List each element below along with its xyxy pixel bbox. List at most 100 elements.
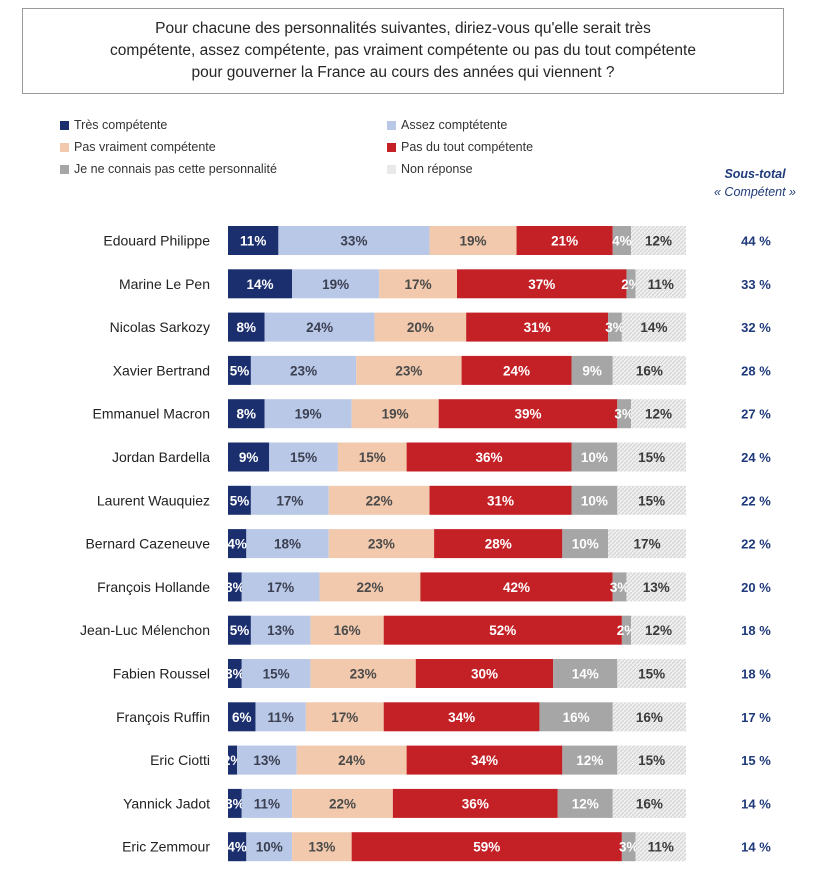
category-label-xavier-bertrand: Xavier Bertrand xyxy=(113,362,210,378)
bar-segment-jordan-bardella-3 xyxy=(406,442,572,472)
bar-segment-laurent-wauquiez-5 xyxy=(617,485,686,515)
subtotal-value-yannick-jadot: 14 % xyxy=(741,796,771,811)
bar-segment-jean-luc-melenchon-3 xyxy=(383,615,622,645)
subtotal-value-fabien-roussel: 18 % xyxy=(741,667,771,682)
data-label-eric-zemmour-1: 10% xyxy=(256,840,283,855)
data-label-nicolas-sarkozy-0: 8% xyxy=(237,320,257,335)
bar-segment-eric-ciotti-1 xyxy=(237,745,297,775)
bar-segment-nicolas-sarkozy-3 xyxy=(466,312,609,342)
legend-swatch-pas-du-tout xyxy=(387,142,396,152)
data-label-bernard-cazeneuve-0: 4% xyxy=(227,537,247,552)
category-label-bernard-cazeneuve: Bernard Cazeneuve xyxy=(85,536,210,552)
category-label-francois-hollande: François Hollande xyxy=(97,579,210,595)
bar-segment-eric-zemmour-4 xyxy=(621,832,636,862)
bar-segment-bernard-cazeneuve-0 xyxy=(228,529,247,559)
bar-segment-francois-hollande-1 xyxy=(241,572,320,602)
bar-segment-jordan-bardella-1 xyxy=(269,442,338,472)
question-box: Pour chacune des personnalités suivantes… xyxy=(22,8,784,94)
data-label-fabien-roussel-3: 30% xyxy=(471,667,498,682)
bar-segment-yannick-jadot-0 xyxy=(228,788,242,818)
bar-segment-francois-ruffin-3 xyxy=(383,702,540,732)
bar-segment-edouard-philippe-1 xyxy=(278,226,430,255)
bar-segment-marine-le-pen-3 xyxy=(457,269,627,299)
bar-segment-emmanuel-macron-3 xyxy=(438,399,618,429)
data-label-francois-ruffin-2: 17% xyxy=(331,710,358,725)
bar-segment-bernard-cazeneuve-2 xyxy=(328,529,435,559)
data-label-xavier-bertrand-5: 16% xyxy=(636,363,663,378)
bar-segment-eric-zemmour-1 xyxy=(246,832,293,862)
data-label-xavier-bertrand-1: 23% xyxy=(290,363,317,378)
data-label-jean-luc-melenchon-3: 52% xyxy=(489,623,516,638)
subtotal-header: Sous-total « Compétent » xyxy=(700,165,810,201)
data-label-francois-ruffin-0: 6% xyxy=(232,710,252,725)
subtotal-value-edouard-philippe: 44 % xyxy=(741,234,771,249)
question-line-1: Pour chacune des personnalités suivantes… xyxy=(155,20,651,37)
bar-segment-emmanuel-macron-2 xyxy=(351,399,439,429)
bar-segment-eric-zemmour-5 xyxy=(635,832,686,862)
legend-item-ne-connais-pas: Je ne connais pas cette personnalité xyxy=(60,162,277,176)
data-label-jordan-bardella-4: 10% xyxy=(581,450,608,465)
bar-segment-jordan-bardella-4 xyxy=(571,442,618,472)
bar-segment-xavier-bertrand-1 xyxy=(250,355,357,385)
data-label-eric-ciotti-5: 15% xyxy=(638,753,665,768)
subtotal-value-bernard-cazeneuve: 22 % xyxy=(741,537,771,552)
bar-segment-bernard-cazeneuve-4 xyxy=(562,529,609,559)
data-label-bernard-cazeneuve-3: 28% xyxy=(485,537,512,552)
category-label-emmanuel-macron: Emmanuel Macron xyxy=(93,406,211,422)
bar-segment-nicolas-sarkozy-0 xyxy=(228,312,265,342)
bar-segment-marine-le-pen-1 xyxy=(292,269,380,299)
bar-segment-bernard-cazeneuve-5 xyxy=(608,529,686,559)
data-label-francois-hollande-5: 13% xyxy=(643,580,670,595)
bar-segment-laurent-wauquiez-4 xyxy=(571,485,618,515)
legend-label-tres: Très compétente xyxy=(74,118,168,132)
data-label-yannick-jadot-2: 22% xyxy=(329,796,356,811)
legend-swatch-pas-vraiment xyxy=(60,142,69,152)
question-line-2: compétente, assez compétente, pas vraime… xyxy=(110,42,696,59)
bar-segment-yannick-jadot-3 xyxy=(392,788,558,818)
bar-segment-edouard-philippe-3 xyxy=(516,226,613,255)
bar-segment-jordan-bardella-0 xyxy=(228,442,270,472)
data-label-emmanuel-macron-5: 12% xyxy=(645,407,672,422)
data-label-laurent-wauquiez-1: 17% xyxy=(276,493,303,508)
legend-label-ne-connais-pas: Je ne connais pas cette personnalité xyxy=(74,162,277,176)
bar-segment-yannick-jadot-2 xyxy=(292,788,393,818)
bar-segment-xavier-bertrand-4 xyxy=(571,355,613,385)
bar-segment-xavier-bertrand-3 xyxy=(461,355,572,385)
bar-segment-emmanuel-macron-0 xyxy=(228,399,265,429)
data-label-emmanuel-macron-4: 3% xyxy=(614,407,634,422)
subtotal-value-eric-zemmour: 14 % xyxy=(741,840,771,855)
data-label-francois-ruffin-4: 16% xyxy=(563,710,590,725)
category-label-francois-ruffin: François Ruffin xyxy=(116,709,210,725)
data-label-jordan-bardella-3: 36% xyxy=(476,450,503,465)
data-label-yannick-jadot-5: 16% xyxy=(636,796,663,811)
data-label-edouard-philippe-5: 12% xyxy=(645,234,672,249)
subtotal-header-title: Sous-total xyxy=(724,167,786,181)
data-label-emmanuel-macron-1: 19% xyxy=(295,407,322,422)
data-label-edouard-philippe-3: 21% xyxy=(551,234,578,249)
subtotal-value-eric-ciotti: 15 % xyxy=(741,753,771,768)
bar-segment-francois-ruffin-2 xyxy=(305,702,384,732)
legend-item-non-reponse: Non réponse xyxy=(387,162,473,176)
subtotal-value-marine-le-pen: 33 % xyxy=(741,277,771,292)
data-label-laurent-wauquiez-3: 31% xyxy=(487,493,514,508)
bar-segment-jean-luc-melenchon-1 xyxy=(250,615,311,645)
bar-segment-eric-zemmour-2 xyxy=(292,832,352,862)
bar-segment-fabien-roussel-2 xyxy=(310,659,416,688)
category-label-nicolas-sarkozy: Nicolas Sarkozy xyxy=(110,319,210,335)
data-label-jean-luc-melenchon-2: 16% xyxy=(334,623,361,638)
bar-segment-fabien-roussel-1 xyxy=(241,659,311,688)
subtotal-value-xavier-bertrand: 28 % xyxy=(741,363,771,378)
data-label-jean-luc-melenchon-0: 5% xyxy=(230,623,250,638)
bars-layer: Edouard Philippe 11% 33% 19% 21% 4% 12% 44 % Mar… xyxy=(80,226,771,862)
data-label-xavier-bertrand-0: 5% xyxy=(230,363,250,378)
category-label-eric-ciotti: Eric Ciotti xyxy=(150,752,210,768)
bar-segment-emmanuel-macron-1 xyxy=(264,399,352,429)
subtotal-value-nicolas-sarkozy: 32 % xyxy=(741,320,771,335)
bar-segment-yannick-jadot-4 xyxy=(557,788,613,818)
bar-segment-eric-ciotti-3 xyxy=(406,745,563,775)
data-label-fabien-roussel-4: 14% xyxy=(572,667,599,682)
bar-segment-jordan-bardella-5 xyxy=(617,442,686,472)
data-label-marine-le-pen-2: 17% xyxy=(405,277,432,292)
bar-segment-jean-luc-melenchon-2 xyxy=(310,615,384,645)
data-label-emmanuel-macron-2: 19% xyxy=(382,407,409,422)
